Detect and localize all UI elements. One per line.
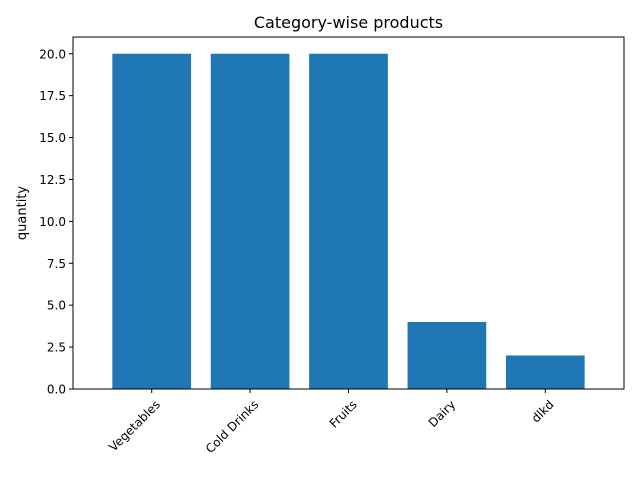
y-tick-label: 12.5 (39, 173, 66, 187)
y-tick-label: 10.0 (39, 215, 66, 229)
bar-dairy (407, 321, 487, 389)
bars (112, 53, 585, 390)
y-tick-label: 5.0 (47, 299, 66, 313)
plot-frame (72, 36, 625, 390)
chart-title: Category-wise products (254, 13, 443, 32)
bar-dlkd (505, 355, 585, 389)
y-tick-label: 20.0 (39, 47, 66, 61)
bar-vegetables (112, 53, 192, 390)
y-tick-label: 17.5 (39, 89, 66, 103)
y-tick-label: 0.0 (47, 383, 66, 397)
y-axis-label: quantity (15, 186, 30, 241)
bar-fruits (309, 53, 388, 390)
bar-cold-drinks (210, 53, 290, 390)
y-axis-ticks: 0.0 2.5 5.0 7.5 10.0 12.5 15.0 17.5 20.0 (39, 47, 73, 397)
y-tick-label: 7.5 (47, 257, 66, 271)
y-tick-label: 15.0 (39, 131, 66, 145)
y-tick-label: 2.5 (47, 341, 66, 355)
